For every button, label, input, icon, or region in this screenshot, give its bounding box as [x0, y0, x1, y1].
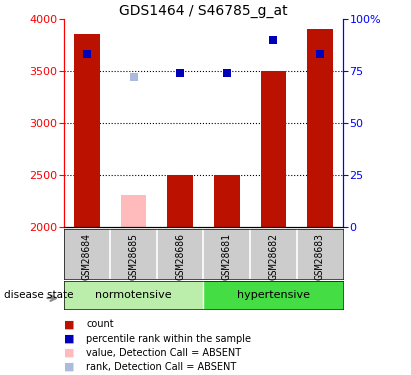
Text: ■: ■ — [64, 348, 74, 358]
Bar — [307, 29, 333, 227]
Bar — [121, 195, 146, 227]
Text: GSM28685: GSM28685 — [129, 233, 139, 280]
Text: GSM28681: GSM28681 — [222, 233, 232, 280]
Text: GSM28682: GSM28682 — [268, 233, 278, 280]
Text: value, Detection Call = ABSENT: value, Detection Call = ABSENT — [86, 348, 241, 358]
Text: GSM28686: GSM28686 — [175, 233, 185, 280]
Bar — [214, 175, 240, 227]
Text: normotensive: normotensive — [95, 290, 172, 300]
Bar — [261, 71, 286, 227]
Title: GDS1464 / S46785_g_at: GDS1464 / S46785_g_at — [119, 4, 288, 18]
Text: rank, Detection Call = ABSENT: rank, Detection Call = ABSENT — [86, 362, 237, 372]
Text: disease state: disease state — [4, 291, 74, 300]
Text: ■: ■ — [64, 320, 74, 329]
Text: percentile rank within the sample: percentile rank within the sample — [86, 334, 251, 344]
Text: ■: ■ — [64, 334, 74, 344]
Bar — [74, 34, 100, 227]
Text: hypertensive: hypertensive — [237, 290, 310, 300]
Bar — [203, 281, 343, 309]
Text: count: count — [86, 320, 114, 329]
Bar — [64, 281, 203, 309]
Bar — [167, 175, 193, 227]
Text: GSM28684: GSM28684 — [82, 233, 92, 280]
Text: ■: ■ — [64, 362, 74, 372]
Text: GSM28683: GSM28683 — [315, 233, 325, 280]
